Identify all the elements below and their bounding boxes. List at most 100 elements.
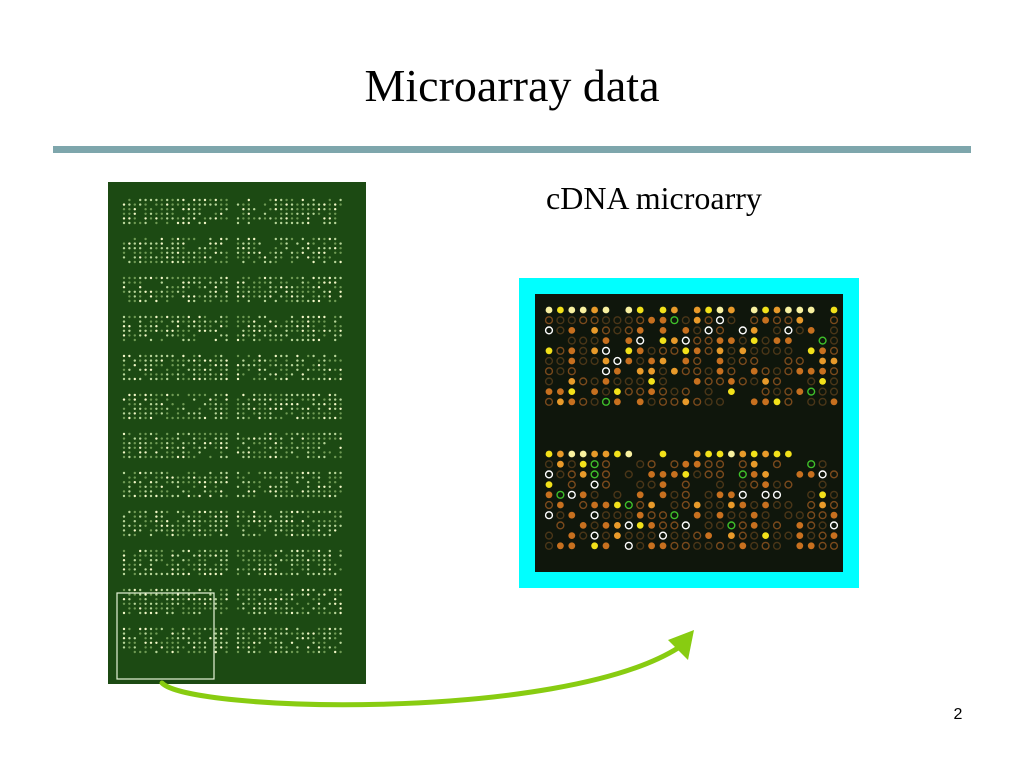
array-spot (220, 627, 223, 631)
array-spot (242, 607, 245, 610)
array-spot (568, 347, 576, 355)
array-spot (253, 632, 256, 635)
array-spot (166, 256, 169, 259)
array-spot (187, 611, 190, 615)
array-spot (568, 378, 576, 385)
array-spot (317, 208, 321, 211)
array-spot (312, 320, 315, 323)
array-spot (139, 251, 142, 254)
array-spot (704, 460, 713, 469)
array-spot (636, 480, 645, 489)
array-spot (144, 476, 147, 479)
array-spot (166, 494, 169, 498)
array-spot (772, 367, 782, 376)
array-spot (149, 260, 153, 264)
array-spot (176, 568, 180, 571)
array-spot (258, 481, 261, 484)
array-spot (171, 554, 174, 557)
array-spot (122, 568, 126, 571)
array-spot (242, 442, 245, 445)
array-spot (214, 490, 217, 493)
array-spot (557, 501, 564, 509)
array-spot (193, 373, 196, 376)
array-spot (220, 237, 223, 241)
array-spot (242, 559, 245, 562)
array-spot (682, 347, 690, 355)
array-spot (263, 510, 267, 514)
array-spot (323, 437, 326, 440)
array-spot (323, 403, 326, 406)
array-spot (220, 320, 223, 323)
array-spot (149, 529, 153, 532)
array-spot (198, 494, 201, 498)
array-spot (263, 611, 267, 615)
array-spot (807, 347, 815, 355)
array-spot (339, 607, 342, 610)
array-spot (280, 217, 283, 220)
array-spot (323, 607, 326, 610)
array-spot (187, 494, 190, 498)
array-spot (182, 572, 185, 576)
array-spot (236, 598, 240, 601)
array-spot (253, 320, 256, 323)
array-spot (280, 455, 283, 459)
array-spot (203, 598, 207, 601)
array-spot (307, 611, 310, 615)
array-spot (176, 290, 180, 293)
array-spot (258, 554, 261, 557)
array-spot (323, 650, 326, 654)
array-spot (323, 510, 326, 514)
array-spot (301, 637, 304, 640)
array-spot (328, 203, 331, 206)
array-spot (323, 646, 326, 649)
array-spot (280, 416, 283, 420)
array-spot (160, 471, 163, 475)
array-spot (122, 286, 126, 289)
array-spot (214, 373, 217, 376)
array-spot (334, 398, 337, 401)
array-spot (253, 377, 256, 381)
array-spot (301, 281, 304, 284)
array-spot (328, 276, 331, 280)
array-spot (182, 242, 185, 245)
array-spot (716, 347, 724, 355)
array-spot (187, 359, 190, 362)
array-spot (247, 295, 250, 298)
array-spot (579, 356, 588, 366)
array-spot (253, 455, 256, 459)
array-spot (144, 510, 147, 514)
array-spot (225, 334, 228, 337)
array-spot (274, 377, 277, 381)
array-spot (160, 529, 163, 532)
array-spot (193, 412, 196, 415)
array-spot (339, 260, 342, 264)
array-spot (579, 336, 588, 345)
array-spot (280, 334, 283, 337)
array-spot (176, 416, 180, 420)
array-spot (166, 208, 169, 211)
array-spot (128, 416, 131, 420)
array-spot (545, 450, 553, 458)
array-spot (274, 549, 277, 553)
array-spot (220, 572, 223, 576)
array-spot (307, 398, 310, 401)
array-spot (317, 490, 321, 493)
array-spot (182, 338, 185, 342)
array-spot (263, 563, 267, 566)
array-spot (296, 494, 299, 498)
array-spot (144, 442, 147, 445)
array-spot (545, 388, 553, 395)
array-spot (193, 198, 196, 202)
array-spot (149, 276, 153, 280)
array-spot (290, 554, 294, 557)
array-spot (253, 334, 256, 337)
array-spot (149, 212, 153, 215)
array-spot (253, 549, 256, 553)
array-spot (750, 337, 758, 344)
array-spot (263, 437, 267, 440)
array-spot (312, 476, 315, 479)
array-spot (122, 524, 126, 527)
array-spot (334, 237, 337, 241)
array-spot (220, 281, 223, 284)
array-spot (624, 511, 633, 520)
